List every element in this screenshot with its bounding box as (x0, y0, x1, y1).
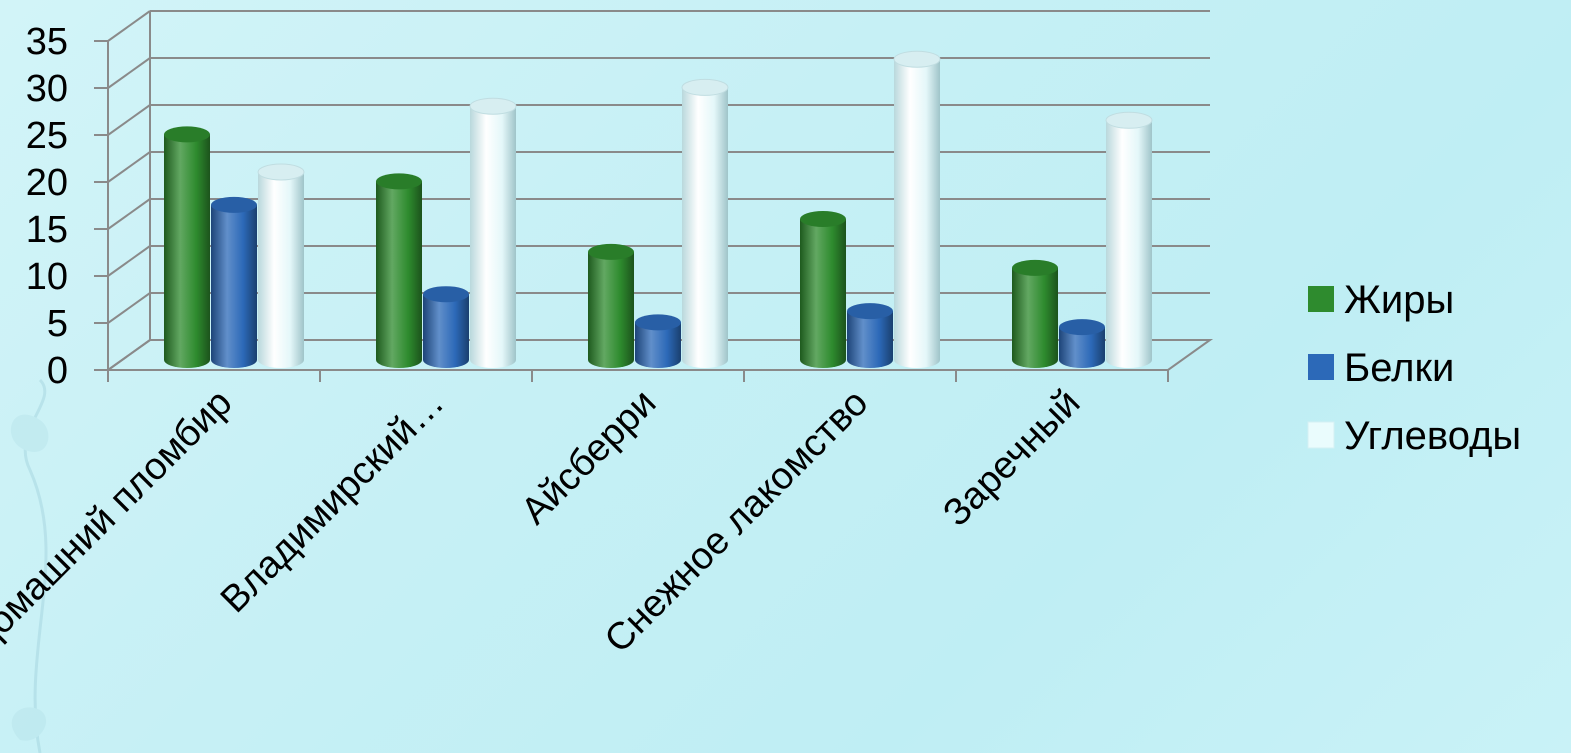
bar (588, 243, 634, 368)
legend-swatch (1308, 286, 1334, 312)
y-tick-label: 15 (26, 209, 68, 251)
legend-swatch (1308, 354, 1334, 380)
x-tick-label: Заречный (935, 382, 1088, 535)
chart-bars (164, 50, 1153, 369)
decor (10, 378, 49, 753)
gridline-depth (107, 10, 151, 42)
y-tick-label: 10 (26, 256, 68, 298)
x-tick-label: Айсберри (513, 382, 664, 533)
bar (893, 50, 941, 368)
legend-label: Углеводы (1344, 414, 1521, 458)
bar (469, 97, 517, 368)
y-tick-label: 25 (26, 115, 68, 157)
legend-swatch (1307, 421, 1335, 449)
x-tick-label: Владимирский… (213, 382, 452, 621)
bar (164, 126, 210, 368)
y-tick-label: 30 (26, 68, 68, 110)
bar (847, 303, 893, 368)
gridline-depth (107, 245, 151, 277)
floor (104, 339, 1214, 371)
bar (681, 78, 729, 369)
legend-label: Жиры (1344, 278, 1454, 322)
bar (1012, 259, 1058, 368)
legend-item: Жиры (1308, 278, 1454, 322)
y-tick-label: 5 (47, 303, 68, 345)
gridline-depth (107, 292, 151, 324)
y-tick-label: 0 (47, 350, 68, 392)
gridline-depth (107, 104, 151, 136)
bar (211, 196, 257, 368)
bar (635, 314, 681, 368)
bar (1105, 111, 1153, 368)
gridline-depth (107, 57, 151, 89)
legend-item: Углеводы (1307, 414, 1521, 458)
legend-label: Белки (1344, 346, 1454, 390)
chart-legend: Жиры Белки Углеводы (1307, 278, 1521, 458)
bar (376, 173, 422, 368)
y-tick-label: 20 (26, 162, 68, 204)
bar (800, 211, 846, 368)
bar (1059, 319, 1105, 368)
bar (257, 163, 305, 368)
gridline-depth (107, 151, 151, 183)
y-tick-label: 35 (26, 21, 68, 63)
bar (423, 286, 469, 368)
gridline-depth (107, 198, 151, 230)
legend-item: Белки (1308, 346, 1454, 390)
